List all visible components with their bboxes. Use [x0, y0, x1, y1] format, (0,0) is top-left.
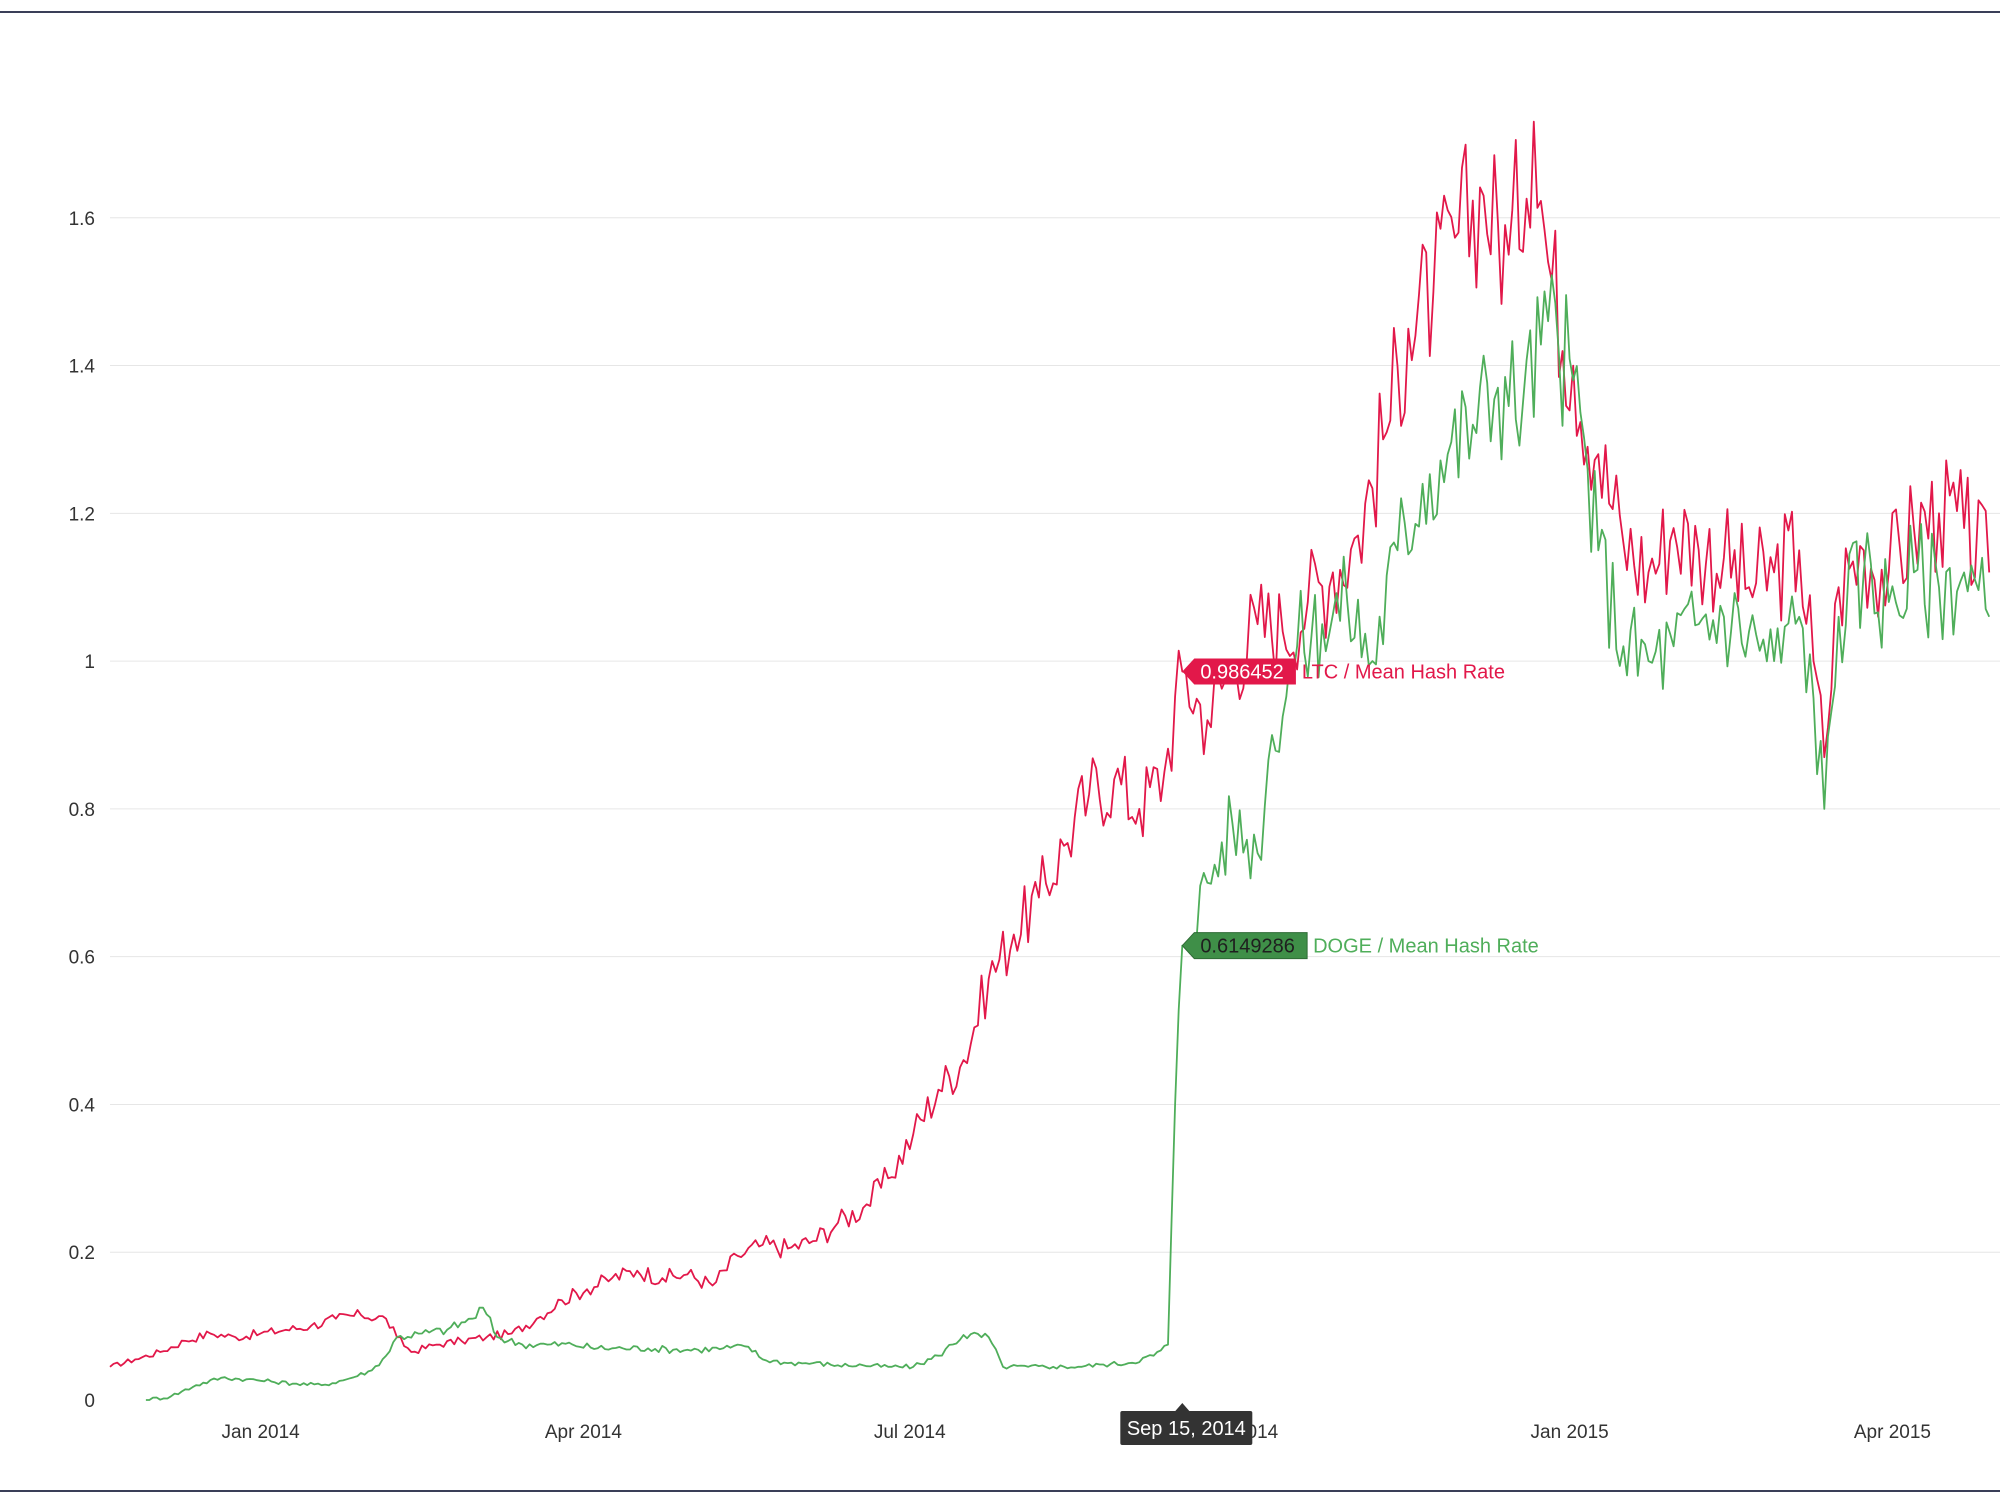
- y-tick-label: 1.4: [69, 357, 96, 378]
- y-tick-label: 0: [84, 1391, 95, 1412]
- date-tooltip-pointer: [1175, 1403, 1190, 1411]
- value-flag-value: 0.6149286: [1200, 936, 1295, 958]
- y-tick-label: 0.8: [69, 800, 95, 821]
- value-flags: 0.986452 LTC / Mean Hash Rate 0.6149286 DOG…: [1181, 658, 1539, 960]
- value-flag-series-name: LTC / Mean Hash Rate: [1302, 661, 1505, 683]
- value-flag: 0.986452 LTC / Mean Hash Rate: [1182, 658, 1505, 685]
- y-gridlines: [110, 217, 2000, 1253]
- value-flag-box: [1182, 658, 1296, 685]
- y-tick-label: 0.4: [69, 1095, 96, 1116]
- value-flag-series-name: DOGE / Mean Hash Rate: [1313, 936, 1539, 958]
- series-line: [109, 120, 1991, 1368]
- y-tick-label: 1.2: [69, 504, 95, 525]
- series-lines: [109, 120, 1991, 1401]
- y-tick-label: 1.6: [69, 209, 95, 230]
- value-flag-box: [1181, 932, 1308, 960]
- y-tick-label: 1: [84, 652, 95, 673]
- y-axis-tick-labels: 0 0.2 0.4 0.6 0.8 1 1.2 1.4 1.6: [69, 209, 96, 1412]
- value-flag-value: 0.986452: [1200, 661, 1283, 683]
- date-tooltip-box: [1120, 1411, 1253, 1445]
- date-tooltip: Sep 15, 2014: [1120, 1403, 1253, 1445]
- y-tick-label: 0.6: [69, 948, 95, 969]
- x-tick-label: Apr 2014: [545, 1422, 623, 1443]
- series-line: [145, 274, 1991, 1401]
- y-tick-label: 0.2: [69, 1243, 95, 1264]
- x-tick-label: Jan 2015: [1531, 1422, 1609, 1443]
- value-flag: 0.6149286 DOGE / Mean Hash Rate: [1181, 932, 1539, 960]
- x-tick-label: Jan 2014: [222, 1422, 301, 1443]
- x-tick-label: Jul 2014: [874, 1422, 946, 1443]
- date-tooltip-label: Sep 15, 2014: [1127, 1418, 1246, 1440]
- x-tick-label: Apr 2015: [1854, 1422, 1931, 1443]
